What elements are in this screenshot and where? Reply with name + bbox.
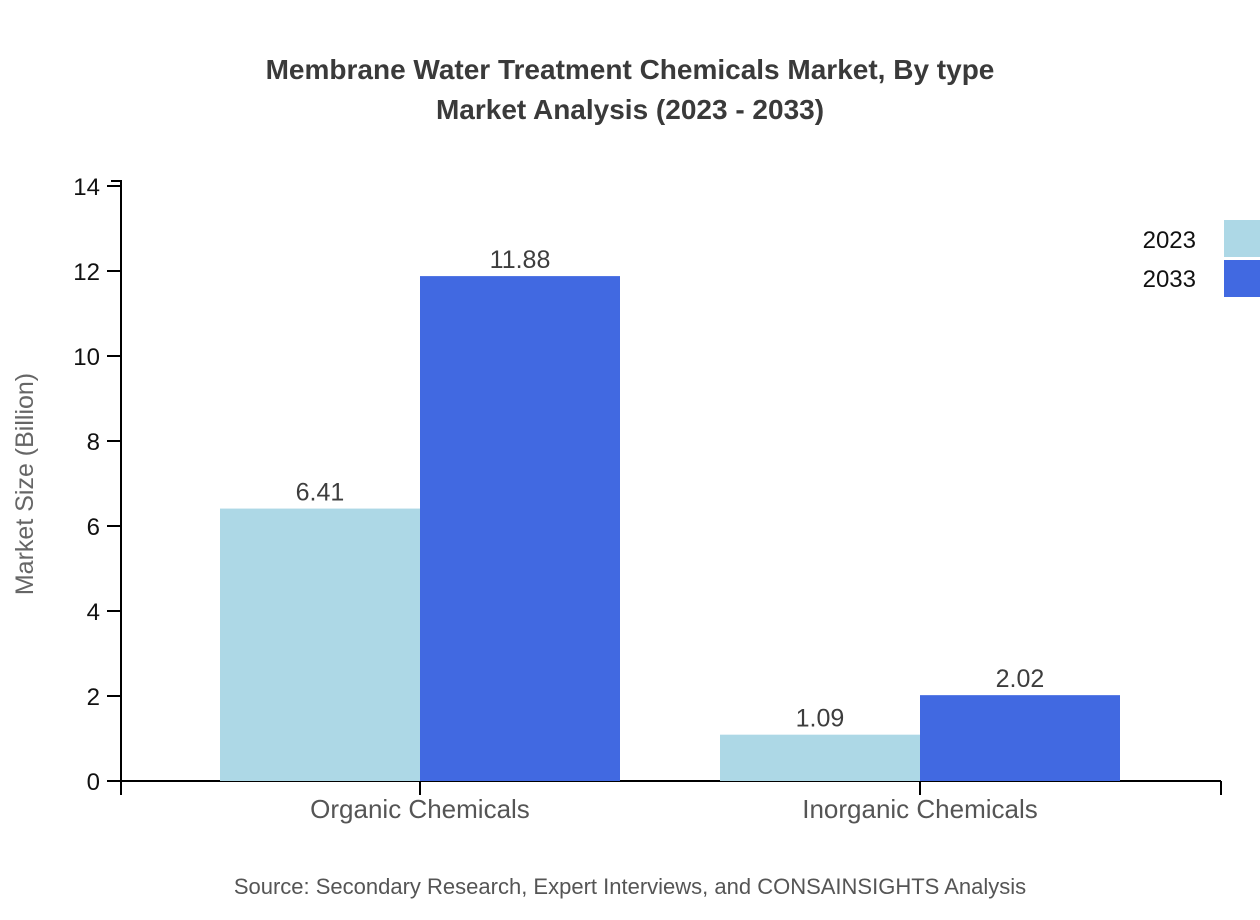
chart-title-line1: Membrane Water Treatment Chemicals Marke… (265, 54, 995, 85)
bar-inorganic-chemicals-2033 (920, 695, 1120, 781)
x-category-label-inorganic-chemicals: Inorganic Chemicals (802, 794, 1038, 824)
bar-value-label-organic-chemicals-2033: 11.88 (490, 246, 551, 274)
legend-label-2033: 2033 (1143, 266, 1196, 293)
y-tick-label-4: 4 (87, 599, 100, 626)
y-axis-title: Market Size (Billion) (11, 373, 39, 595)
chart-title: Membrane Water Treatment Chemicals Marke… (0, 50, 1260, 130)
y-axis (111, 180, 122, 781)
y-tick-label-8: 8 (87, 429, 100, 456)
y-tick-label-14: 14 (73, 174, 100, 201)
x-category-label-organic-chemicals: Organic Chemicals (310, 794, 530, 824)
bar-value-label-organic-chemicals-2023: 6.41 (296, 479, 345, 507)
y-tick-label-2: 2 (87, 684, 100, 711)
source-note: Source: Secondary Research, Expert Inter… (233, 874, 1027, 899)
legend-swatch-2023 (1224, 220, 1260, 257)
bar-organic-chemicals-2033 (420, 276, 620, 781)
y-tick-label-12: 12 (73, 259, 100, 286)
legend-swatch-2033 (1224, 260, 1260, 297)
y-tick-label-6: 6 (87, 514, 100, 541)
bar-value-label-inorganic-chemicals-2033: 2.02 (996, 665, 1045, 693)
bar-value-label-inorganic-chemicals-2023: 1.09 (796, 705, 845, 733)
bar-inorganic-chemicals-2023 (720, 734, 920, 781)
bar-organic-chemicals-2023 (220, 508, 420, 781)
y-tick-label-0: 0 (87, 769, 100, 796)
legend-label-2023: 2023 (1143, 227, 1196, 254)
y-tick-label-10: 10 (73, 344, 100, 371)
chart-title-line2: Market Analysis (2023 - 2033) (435, 94, 825, 125)
